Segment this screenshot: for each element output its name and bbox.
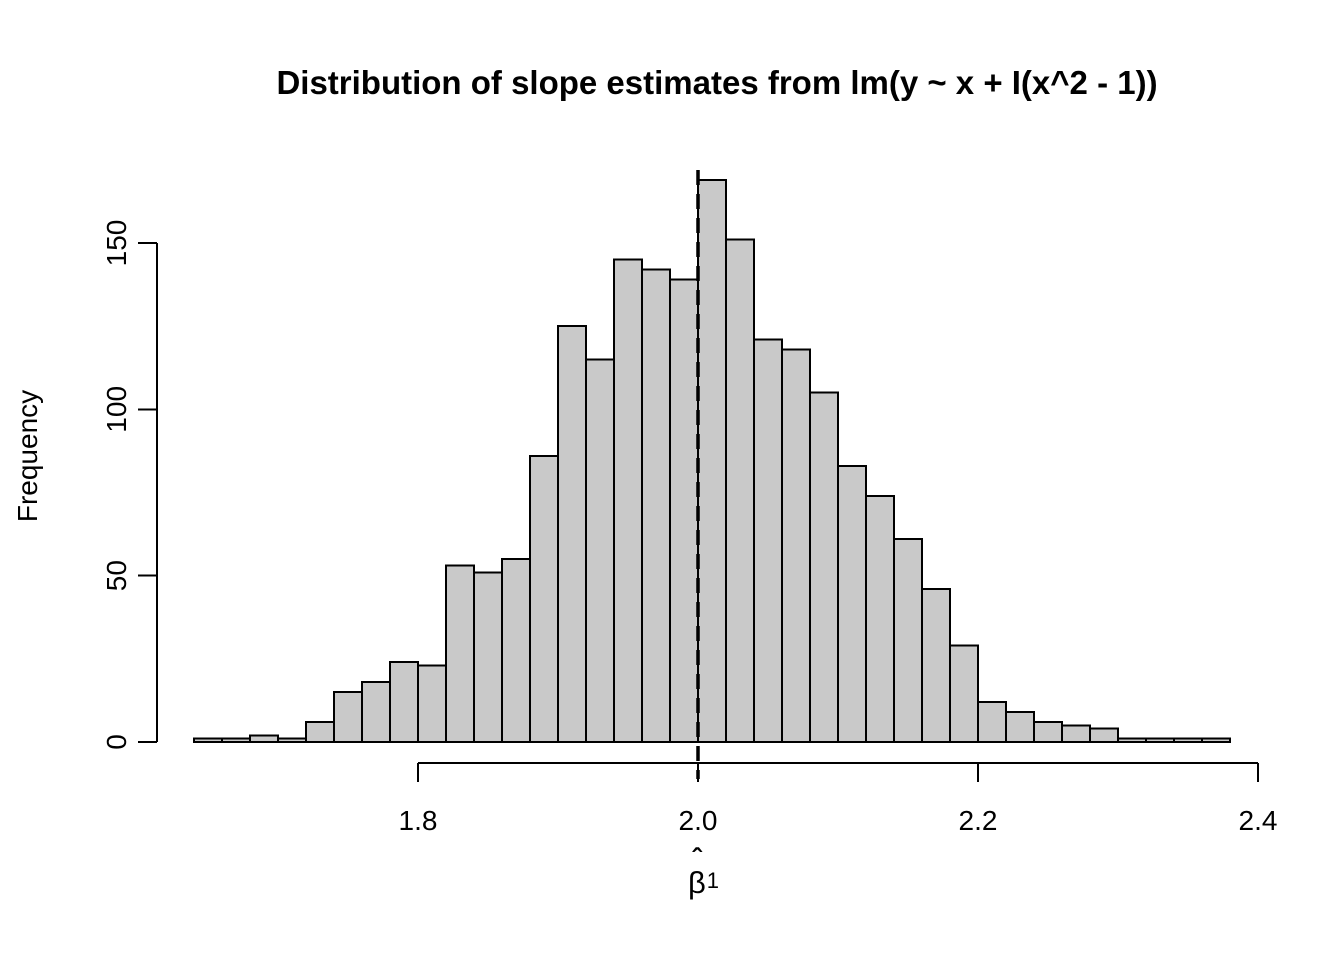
histogram-bar [669,278,699,743]
histogram-bar [613,258,643,743]
histogram-bar [949,644,979,743]
histogram-bar [1033,721,1063,743]
histogram-bar [529,454,559,743]
y-tick-label: 150 [101,220,132,267]
histogram-bar [473,571,503,743]
y-axis-label: Frequency [12,389,43,523]
histogram-bar [585,358,615,743]
histogram-bar [417,664,447,743]
histogram-bar [221,737,251,744]
chart-title: Distribution of slope estimates from lm(… [276,64,1158,101]
histogram-bar [277,737,307,744]
histogram-bar [305,721,335,743]
histogram-bar [893,538,923,743]
histogram-bar [921,588,951,743]
histogram-bar [389,661,419,744]
histogram-bar [1089,727,1119,744]
histogram-bar [781,348,811,743]
histogram-bar [1145,737,1175,744]
histogram-bar [977,701,1007,743]
histogram-bar [193,737,223,744]
histogram-bar [501,558,531,743]
beta-glyph: β [687,865,706,900]
subscript-1: 1 [706,868,720,893]
histogram-bar [445,564,475,744]
histogram-bar [333,691,363,743]
histogram-bar [837,464,867,743]
x-tick-label: 1.8 [399,805,438,836]
histogram-bar [249,734,279,743]
histogram-bar [1173,737,1203,744]
histogram-bar [361,681,391,743]
histogram-bar [1005,711,1035,743]
histogram-bar [641,268,671,743]
histogram-bar [557,325,587,743]
histogram-bar [809,391,839,743]
histogram-bar [725,238,755,743]
hat-accent: ˆ [692,843,702,874]
y-tick-label: 50 [101,560,132,591]
y-tick-label: 0 [101,734,132,750]
histogram-bar [1117,737,1147,744]
histogram-bar [1201,737,1231,744]
y-tick-label: 100 [101,386,132,433]
histogram-bar [865,494,895,743]
histogram-bar [697,178,727,744]
x-tick-label: 2.2 [959,805,998,836]
x-tick-label: 2.4 [1239,805,1278,836]
histogram-bar [1061,724,1091,744]
histogram-bar [753,338,783,743]
x-tick-label: 2.0 [679,805,718,836]
